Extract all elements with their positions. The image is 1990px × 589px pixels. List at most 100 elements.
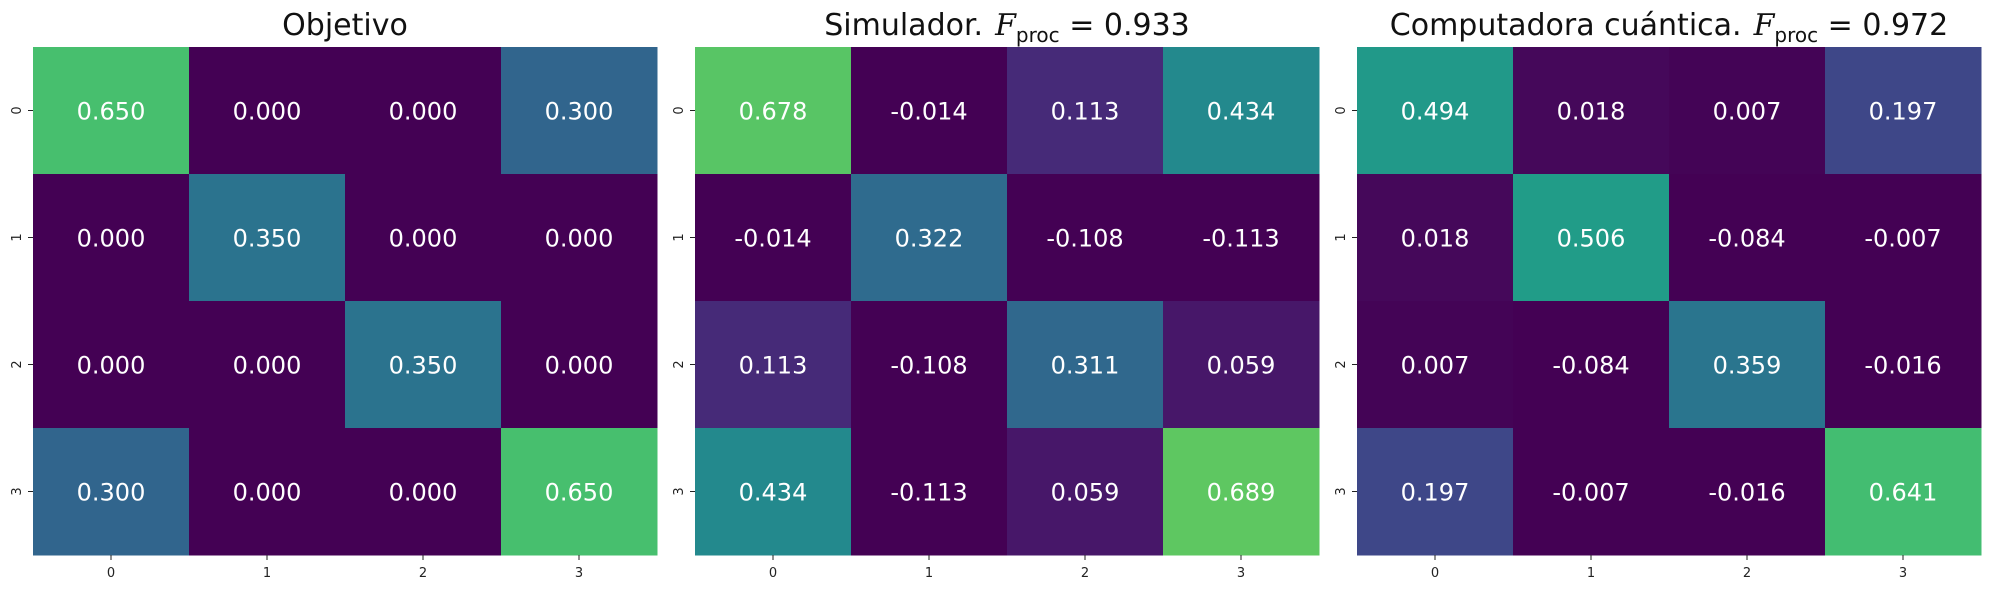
cell-value-label: 0.000 — [77, 225, 146, 253]
x-tick-label: 1 — [925, 566, 933, 581]
x-tick-label: 1 — [263, 566, 271, 581]
heatmap-cell — [1357, 428, 1514, 556]
cell-value-label: -0.007 — [1864, 225, 1941, 253]
heatmap-cell — [345, 301, 502, 429]
heatmap-cell — [851, 174, 1008, 302]
cell-value-label: -0.014 — [890, 98, 967, 126]
cell-value-label: 0.506 — [1557, 225, 1626, 253]
heatmap-cell — [345, 428, 502, 556]
cell-value-label: 0.018 — [1557, 98, 1626, 126]
y-tick-label: 0 — [672, 106, 687, 114]
x-tick-label: 0 — [107, 566, 115, 581]
heatmap-cell — [1825, 428, 1982, 556]
heatmap-cell — [1163, 301, 1320, 429]
cell-value-label: 0.641 — [1869, 479, 1938, 507]
heatmap-simulador: 0.678 -0.014 0.113 0.434 -0.014 0.322 -0.108 -0… — [672, 47, 1320, 581]
heatmap-cell — [1669, 428, 1826, 556]
heatmap-cell — [501, 428, 658, 556]
cell-value-label: 0.113 — [1051, 98, 1120, 126]
cell-value-label: -0.108 — [890, 352, 967, 380]
heatmap-cell — [501, 47, 658, 175]
heatmap-cell — [695, 301, 852, 429]
cell-value-label: 0.018 — [1401, 225, 1470, 253]
heatmap-cell — [851, 301, 1008, 429]
cell-value-label: 0.000 — [233, 352, 302, 380]
heatmap-cell — [1669, 174, 1826, 302]
heatmap-cell — [1007, 47, 1164, 175]
y-tick-label: 3 — [672, 487, 687, 495]
heatmap-cell — [1669, 47, 1826, 175]
heatmap-cell — [345, 47, 502, 175]
panel-title: Objetivo — [33, 8, 657, 43]
heatmap-cell — [851, 47, 1008, 175]
cell-value-label: 0.000 — [389, 98, 458, 126]
panel-title-text: Simulador. — [824, 8, 984, 43]
heatmap-cell — [501, 301, 658, 429]
cell-value-label: -0.113 — [890, 479, 967, 507]
y-tick-label: 2 — [10, 360, 25, 368]
y-tick-label: 0 — [10, 106, 25, 114]
fidelity-subscript: proc — [1774, 23, 1819, 47]
heatmap-cell — [1007, 301, 1164, 429]
cell-value-label: 0.350 — [389, 352, 458, 380]
cell-value-label: -0.016 — [1864, 352, 1941, 380]
panel-title-text: Computadora cuántica. — [1389, 8, 1742, 43]
cell-value-label: 0.300 — [545, 98, 614, 126]
y-tick-label: 0 — [1334, 106, 1349, 114]
cell-value-label: 0.007 — [1713, 98, 1782, 126]
cell-value-label: 0.000 — [389, 225, 458, 253]
heatmap-cell — [1357, 174, 1514, 302]
x-tick-label: 3 — [1237, 566, 1245, 581]
fidelity-symbol: F — [1753, 8, 1775, 43]
cell-value-label: 0.197 — [1869, 98, 1938, 126]
cell-value-label: 0.000 — [545, 225, 614, 253]
x-tick-label: 2 — [419, 566, 427, 581]
heatmap-cell — [1513, 301, 1670, 429]
y-tick-label: 3 — [1334, 487, 1349, 495]
y-tick-label: 1 — [10, 233, 25, 241]
x-tick-label: 0 — [1431, 566, 1439, 581]
cell-value-label: 0.000 — [77, 352, 146, 380]
cell-value-label: 0.300 — [77, 479, 146, 507]
heatmap-cell — [33, 47, 190, 175]
cell-value-label: 0.113 — [739, 352, 808, 380]
x-tick-label: 0 — [769, 566, 777, 581]
heatmap-cell — [189, 47, 346, 175]
x-tick-label: 2 — [1743, 566, 1751, 581]
cell-value-label: 0.322 — [895, 225, 964, 253]
heatmap-cell — [1825, 47, 1982, 175]
heatmap-cell — [1669, 301, 1826, 429]
cell-value-label: 0.311 — [1051, 352, 1120, 380]
heatmap-cell — [1357, 301, 1514, 429]
heatmap-cell — [695, 174, 852, 302]
panel-title: Simulador. Fproc = 0.933 — [695, 8, 1319, 47]
heatmap-cell — [33, 174, 190, 302]
cell-value-label: 0.689 — [1207, 479, 1276, 507]
x-tick-label: 1 — [1587, 566, 1595, 581]
heatmap-cell — [1513, 428, 1670, 556]
heatmap-cell — [1513, 47, 1670, 175]
cell-value-label: 0.494 — [1401, 98, 1470, 126]
heatmap-cell — [1513, 174, 1670, 302]
cell-value-label: 0.434 — [739, 479, 808, 507]
heatmap-cell — [33, 301, 190, 429]
cell-value-label: 0.000 — [389, 479, 458, 507]
y-tick-label: 3 — [10, 487, 25, 495]
x-tick-label: 3 — [1899, 566, 1907, 581]
fidelity-value: = 0.972 — [1827, 8, 1949, 43]
heatmap-cell — [1007, 428, 1164, 556]
cell-value-label: 0.678 — [739, 98, 808, 126]
cell-value-label: 0.359 — [1713, 352, 1782, 380]
heatmap-cell — [501, 174, 658, 302]
cell-value-label: -0.113 — [1202, 225, 1279, 253]
cell-value-label: -0.084 — [1708, 225, 1785, 253]
panel-title: Computadora cuántica. Fproc = 0.972 — [1357, 8, 1981, 47]
heatmap-cell — [851, 428, 1008, 556]
panel-title-text: Objetivo — [282, 8, 408, 43]
cell-value-label: 0.650 — [545, 479, 614, 507]
cell-value-label: 0.000 — [233, 98, 302, 126]
y-tick-label: 2 — [672, 360, 687, 368]
cell-value-label: 0.059 — [1051, 479, 1120, 507]
